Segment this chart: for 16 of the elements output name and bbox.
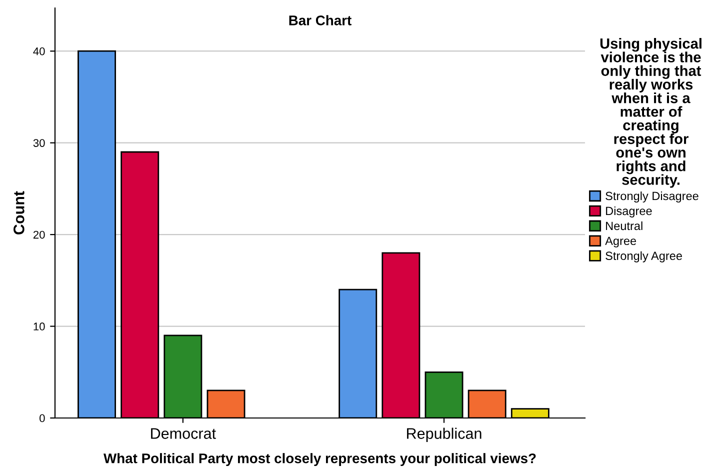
y-axis-title: Count bbox=[14, 191, 24, 234]
legend-label: Neutral bbox=[606, 221, 642, 230]
x-axis-title: What Political Party most closely represents your political views? bbox=[104, 453, 536, 466]
legend-label: Strongly Agree bbox=[606, 251, 682, 262]
y-tick-label: 10 bbox=[34, 322, 45, 330]
chart-title: Bar Chart bbox=[289, 15, 352, 26]
legend-label: Agree bbox=[605, 236, 636, 248]
x-tick-label: Democrat bbox=[151, 428, 216, 439]
legend-label: Strongly Disagree bbox=[606, 191, 698, 202]
x-tick-label: Republican bbox=[407, 428, 482, 442]
text: Using physical violence is the only thing that really works when it is a matter of creating respect for one's own rights and security. bbox=[600, 38, 702, 188]
y-tick-label: 30 bbox=[33, 139, 45, 147]
y-tick-label: 0 bbox=[40, 414, 45, 422]
legend-label: Disagree bbox=[606, 206, 652, 218]
y-tick-label: 40 bbox=[33, 47, 45, 56]
y-tick-label: 20 bbox=[33, 230, 45, 239]
